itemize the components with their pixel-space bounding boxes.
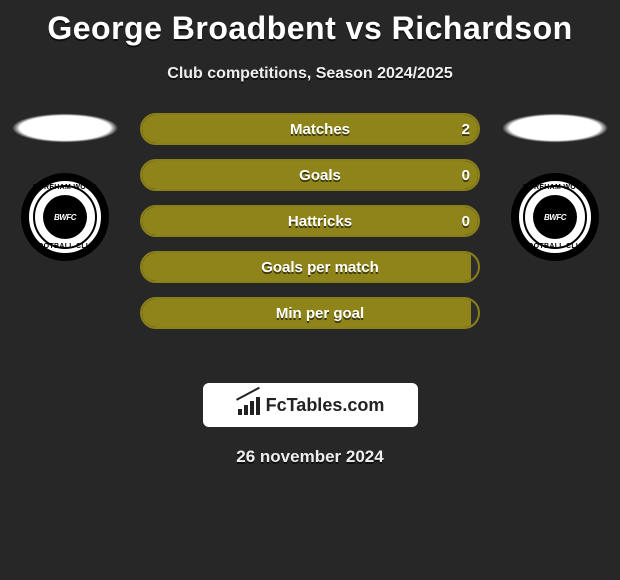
player-right-silhouette: [500, 113, 610, 143]
club-badge-left: BOREHAM WOOD BWFC FOOTBALL CLUB: [21, 173, 109, 261]
stat-label: Goals: [142, 167, 478, 184]
stat-value-left: 0: [462, 213, 470, 230]
badge-text-bottom: FOOTBALL CLUB: [29, 243, 101, 250]
badge-text-top: BOREHAM WOOD: [29, 184, 101, 191]
badge-text-bottom: FOOTBALL CLUB: [519, 243, 591, 250]
date-text: 26 november 2024: [0, 447, 620, 467]
stat-value-left: 0: [462, 167, 470, 184]
fctables-logo[interactable]: FcTables.com: [203, 383, 418, 427]
stat-label: Min per goal: [142, 305, 478, 322]
player-right-column: BOREHAM WOOD BWFC FOOTBALL CLUB: [495, 113, 615, 261]
stat-value-left: 2: [462, 121, 470, 138]
page-title: George Broadbent vs Richardson: [0, 0, 620, 47]
badge-inner-text: BWFC: [54, 213, 76, 222]
subtitle: Club competitions, Season 2024/2025: [0, 65, 620, 83]
player-left-column: BOREHAM WOOD BWFC FOOTBALL CLUB: [5, 113, 125, 261]
stat-row-goals-per-match: Goals per match: [140, 251, 480, 283]
stat-row-goals: Goals 0: [140, 159, 480, 191]
stat-label: Matches: [142, 121, 478, 138]
stats-table: Matches 2 Goals 0 Hattricks 0 Goals per …: [140, 113, 480, 343]
stat-row-matches: Matches 2: [140, 113, 480, 145]
stat-label: Hattricks: [142, 213, 478, 230]
badge-inner-text: BWFC: [544, 213, 566, 222]
comparison-content: BOREHAM WOOD BWFC FOOTBALL CLUB BOREHAM …: [0, 113, 620, 373]
stat-row-min-per-goal: Min per goal: [140, 297, 480, 329]
player-left-silhouette: [10, 113, 120, 143]
club-badge-right: BOREHAM WOOD BWFC FOOTBALL CLUB: [511, 173, 599, 261]
logo-text: FcTables.com: [266, 395, 385, 416]
badge-inner-icon: BWFC: [533, 195, 577, 239]
stat-row-hattricks: Hattricks 0: [140, 205, 480, 237]
stat-label: Goals per match: [142, 259, 478, 276]
badge-inner-icon: BWFC: [43, 195, 87, 239]
badge-text-top: BOREHAM WOOD: [519, 184, 591, 191]
chart-icon: [236, 395, 262, 415]
